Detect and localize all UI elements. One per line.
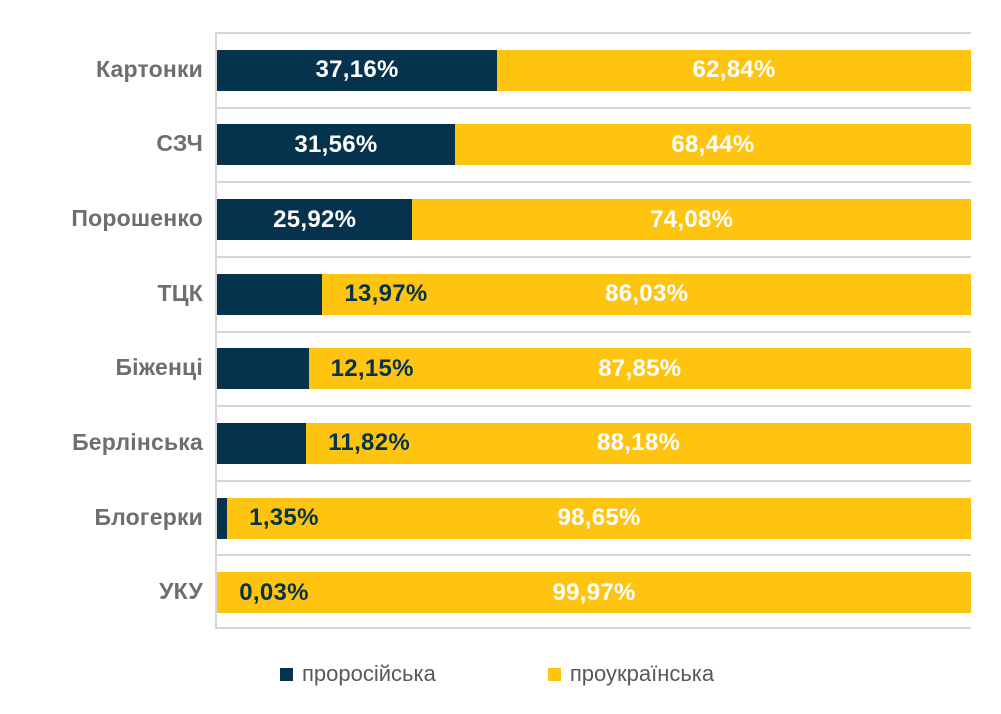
proukrainian-segment: 88,18% (306, 422, 971, 464)
bar-row: 12,15% 87,85% (217, 330, 971, 406)
prorussian-segment (217, 497, 228, 539)
bar-row: 11,82% 88,18% (217, 405, 971, 480)
category-label: Берлінська (72, 428, 203, 455)
prorussian-segment: 31,56% (217, 124, 455, 166)
proukrainian-value-label: 68,44% (671, 130, 755, 158)
legend-item-prorussian: проросійська (280, 661, 436, 687)
bar-row: 0,03% 99,97% (217, 554, 971, 629)
category-label: Блогерки (94, 503, 203, 530)
prorussian-value-label: 13,97% (344, 280, 428, 308)
bar-row: 25,92% 74,08% (217, 181, 971, 256)
prorussian-swatch-icon (280, 667, 293, 681)
proukrainian-value-label: 74,08% (650, 205, 734, 233)
legend-label-prorussian: проросійська (302, 661, 436, 686)
prorussian-value-label: 37,16% (315, 56, 399, 84)
legend-label-proukrainian: проукраїнська (569, 661, 715, 686)
bar-row: 37,16% 62,84% (217, 32, 971, 107)
prorussian-value-label: 1,35% (249, 504, 319, 532)
legend: проросійська проукраїнська (280, 661, 714, 687)
proukrainian-segment: 86,03% (322, 273, 971, 315)
prorussian-value-label: 25,92% (273, 205, 357, 233)
legend-item-proukrainian: проукраїнська (547, 661, 715, 687)
proukrainian-segment: 98,65% (227, 497, 971, 539)
proukrainian-value-label: 88,18% (596, 429, 681, 457)
stacked-bar: 25,92% 74,08% (217, 199, 971, 241)
category-label: УКУ (159, 578, 203, 605)
prorussian-value-label: 31,56% (294, 130, 378, 158)
bar-row: 1,35% 98,65% (217, 479, 971, 555)
category-label: Біженці (115, 354, 203, 381)
prorussian-value-label: 0,03% (239, 578, 309, 606)
proukrainian-value-label: 86,03% (605, 280, 689, 308)
prorussian-segment (217, 348, 309, 390)
prorussian-segment: 25,92% (217, 199, 413, 241)
prorussian-segment (217, 422, 307, 464)
category-axis: Картонки СЗЧ Порошенко ТЦК Біженці Берлінська… (0, 32, 203, 629)
proukrainian-segment: 68,44% (454, 124, 971, 166)
stacked-bar: 86,03% (217, 273, 971, 315)
bar-row: 31,56% 68,44% (217, 106, 971, 182)
stacked-bar: 88,18% (217, 422, 971, 464)
proukrainian-value-label: 99,97% (552, 578, 636, 606)
prorussian-value-label: 12,15% (330, 354, 414, 382)
proukrainian-segment: 74,08% (412, 199, 971, 241)
proukrainian-segment: 87,85% (308, 348, 971, 390)
category-label: Картонки (95, 55, 203, 82)
category-label: Порошенко (71, 205, 203, 232)
bar-row: 13,97% 86,03% (217, 255, 971, 331)
prorussian-value-label: 11,82% (328, 429, 410, 457)
proukrainian-segment: 62,84% (497, 49, 971, 91)
plot-area: 37,16% 62,84% 31,56% 68,44% 25,92% 74,08% 13,9… (215, 32, 971, 629)
proukrainian-value-label: 98,65% (557, 504, 641, 532)
prorussian-segment (217, 273, 323, 315)
proukrainian-segment: 99,97% (217, 572, 971, 614)
proukrainian-value-label: 87,85% (598, 354, 682, 382)
stacked-bar: 37,16% 62,84% (217, 49, 971, 91)
proukrainian-swatch-icon (547, 667, 561, 681)
stacked-bar: 31,56% 68,44% (217, 124, 971, 166)
prorussian-segment: 37,16% (217, 49, 498, 91)
proukrainian-value-label: 62,84% (692, 56, 776, 84)
category-label: ТЦК (157, 279, 203, 306)
stacked-bar: 87,85% (217, 348, 971, 390)
category-label: СЗЧ (156, 130, 203, 157)
stacked-bar: 99,97% (217, 572, 971, 614)
stacked-bar: 98,65% (217, 497, 971, 539)
